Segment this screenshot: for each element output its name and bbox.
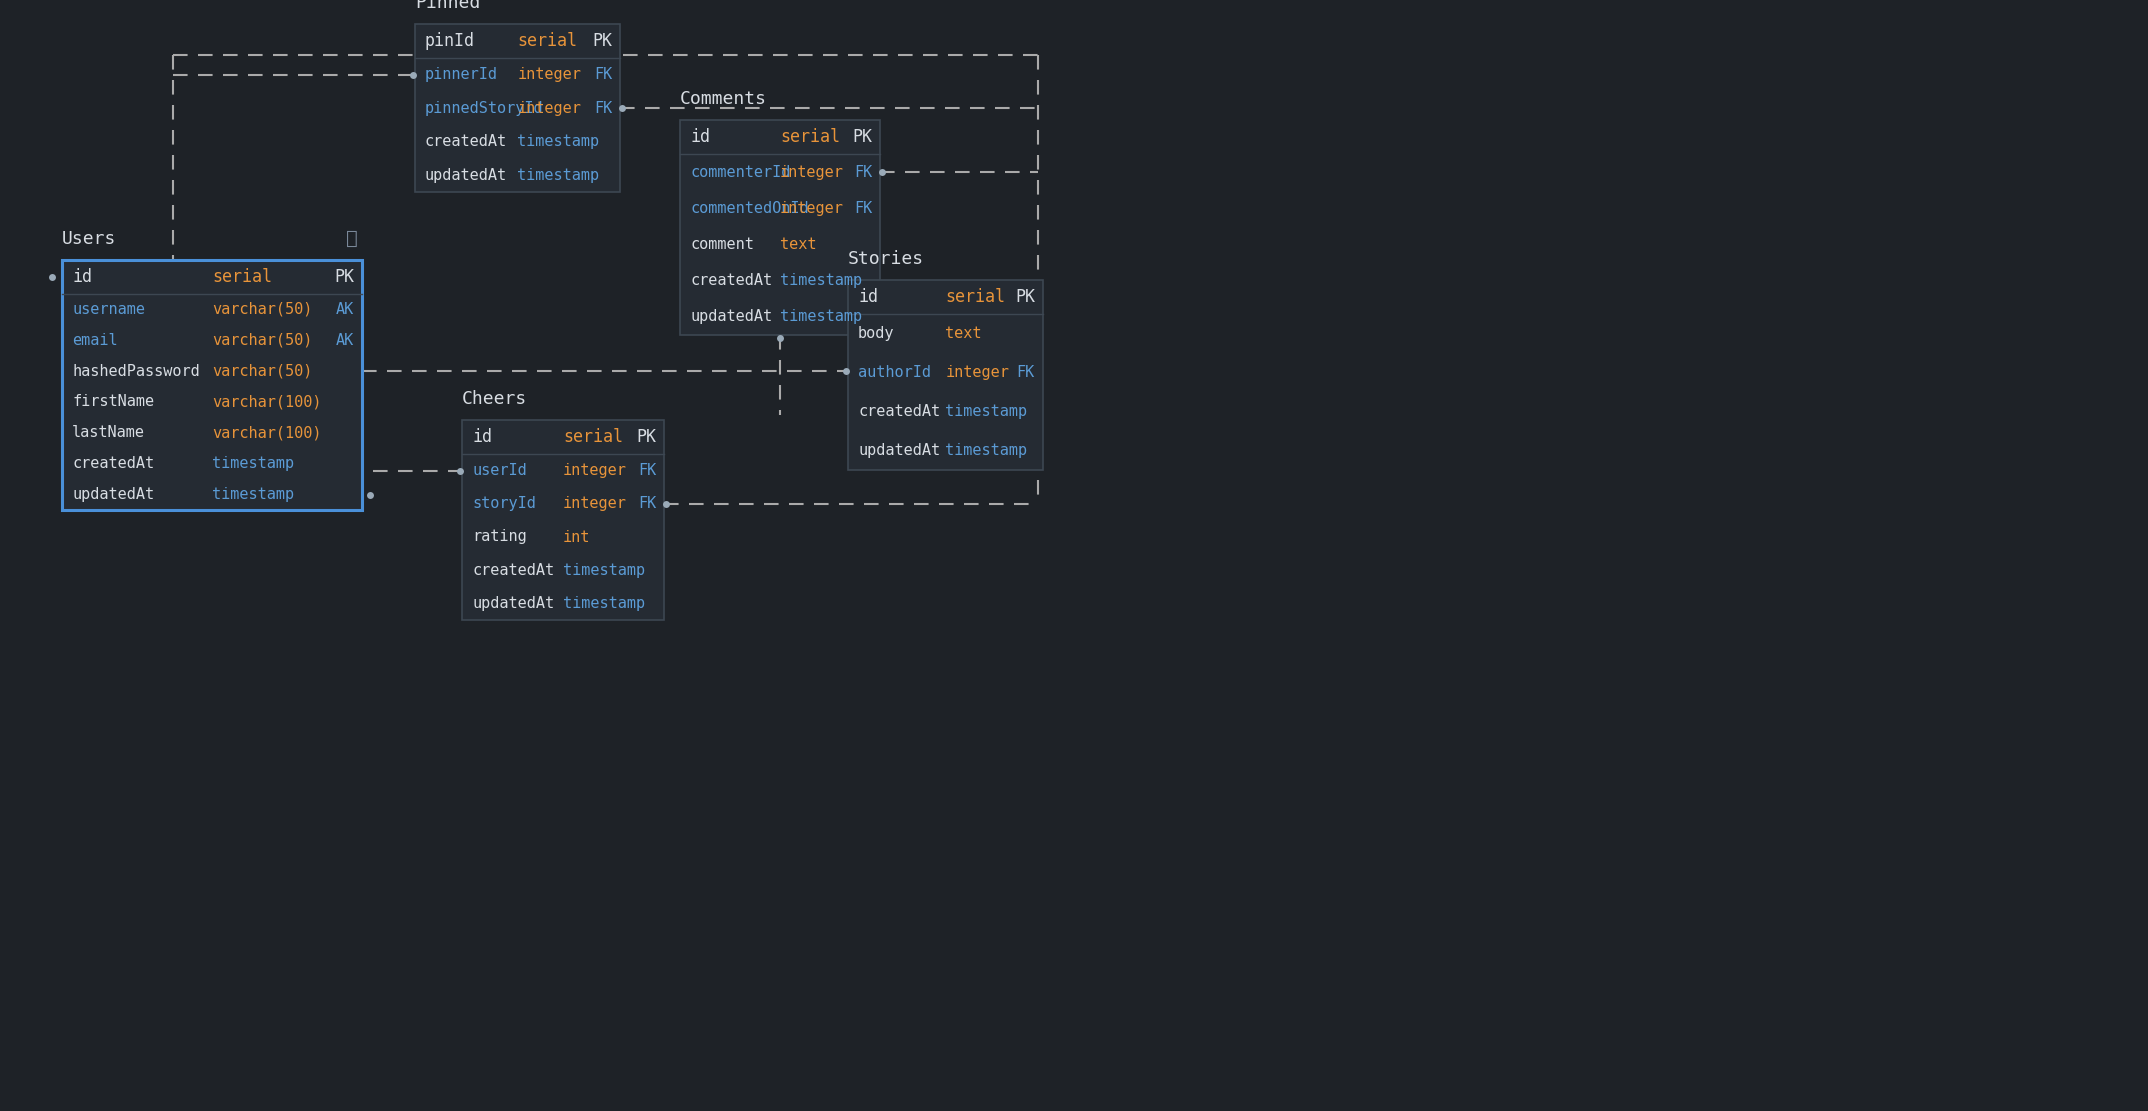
Text: serial: serial (213, 268, 273, 286)
Text: PK: PK (636, 428, 655, 446)
FancyBboxPatch shape (681, 120, 881, 336)
Text: createdAt: createdAt (473, 562, 554, 578)
Text: createdAt: createdAt (857, 404, 941, 419)
Text: serial: serial (780, 128, 840, 146)
Text: FK: FK (638, 497, 655, 511)
Text: integer: integer (945, 366, 1010, 380)
Text: PK: PK (593, 32, 612, 50)
Text: integer: integer (518, 68, 582, 82)
Text: FK: FK (593, 68, 612, 82)
Text: serial: serial (518, 32, 578, 50)
Text: ⋮: ⋮ (346, 229, 359, 248)
Text: id: id (857, 288, 879, 306)
Text: createdAt: createdAt (690, 273, 771, 288)
Text: body: body (857, 326, 894, 341)
Text: int: int (563, 530, 591, 544)
Text: PK: PK (1016, 288, 1035, 306)
Text: timestamp: timestamp (780, 309, 861, 324)
Text: AK: AK (335, 333, 354, 348)
Text: timestamp: timestamp (213, 457, 294, 471)
Text: timestamp: timestamp (213, 487, 294, 502)
Text: integer: integer (563, 463, 627, 478)
Text: PK: PK (333, 268, 354, 286)
Text: pinnerId: pinnerId (425, 68, 498, 82)
Text: userId: userId (473, 463, 526, 478)
Text: rating: rating (473, 530, 526, 544)
Text: integer: integer (780, 164, 844, 180)
Text: commenterId: commenterId (690, 164, 790, 180)
Text: commentedOnId: commentedOnId (690, 201, 808, 216)
Text: updatedAt: updatedAt (425, 168, 507, 182)
Text: FK: FK (853, 201, 872, 216)
Text: username: username (73, 302, 146, 317)
Text: AK: AK (335, 302, 354, 317)
Text: timestamp: timestamp (945, 443, 1027, 458)
Text: FK: FK (1016, 366, 1035, 380)
Text: serial: serial (563, 428, 623, 446)
Text: timestamp: timestamp (563, 595, 644, 611)
FancyBboxPatch shape (848, 280, 1044, 470)
Text: firstName: firstName (73, 394, 155, 410)
Text: text: text (945, 326, 982, 341)
FancyBboxPatch shape (62, 260, 363, 510)
FancyBboxPatch shape (462, 420, 664, 620)
Text: varchar(50): varchar(50) (213, 363, 311, 379)
Text: Cheers: Cheers (462, 390, 526, 408)
Text: FK: FK (638, 463, 655, 478)
Text: createdAt: createdAt (73, 457, 155, 471)
Text: text: text (780, 237, 816, 252)
Text: authorId: authorId (857, 366, 930, 380)
Text: id: id (690, 128, 711, 146)
Text: comment: comment (690, 237, 754, 252)
Text: Comments: Comments (681, 90, 767, 108)
Text: email: email (73, 333, 118, 348)
Text: integer: integer (780, 201, 844, 216)
Text: FK: FK (593, 101, 612, 116)
FancyBboxPatch shape (415, 24, 621, 192)
Text: timestamp: timestamp (563, 562, 644, 578)
Text: serial: serial (945, 288, 1005, 306)
Text: updatedAt: updatedAt (473, 595, 554, 611)
Text: pinId: pinId (425, 32, 475, 50)
Text: lastName: lastName (73, 426, 146, 440)
Text: integer: integer (563, 497, 627, 511)
Text: hashedPassword: hashedPassword (73, 363, 200, 379)
Text: Pinned: Pinned (415, 0, 481, 12)
Text: timestamp: timestamp (945, 404, 1027, 419)
Text: updatedAt: updatedAt (73, 487, 155, 502)
Text: PK: PK (853, 128, 872, 146)
Text: varchar(50): varchar(50) (213, 333, 311, 348)
Text: varchar(50): varchar(50) (213, 302, 311, 317)
Text: timestamp: timestamp (780, 273, 861, 288)
Text: pinnedStoryId: pinnedStoryId (425, 101, 543, 116)
Text: storyId: storyId (473, 497, 535, 511)
Text: Stories: Stories (848, 250, 924, 268)
Text: updatedAt: updatedAt (857, 443, 941, 458)
Text: id: id (473, 428, 492, 446)
Text: varchar(100): varchar(100) (213, 394, 322, 410)
Text: varchar(100): varchar(100) (213, 426, 322, 440)
Text: FK: FK (853, 164, 872, 180)
Text: timestamp: timestamp (518, 168, 599, 182)
Text: timestamp: timestamp (518, 134, 599, 149)
Text: createdAt: createdAt (425, 134, 507, 149)
Text: updatedAt: updatedAt (690, 309, 771, 324)
Text: Users: Users (62, 230, 116, 248)
Text: integer: integer (518, 101, 582, 116)
Text: id: id (73, 268, 92, 286)
